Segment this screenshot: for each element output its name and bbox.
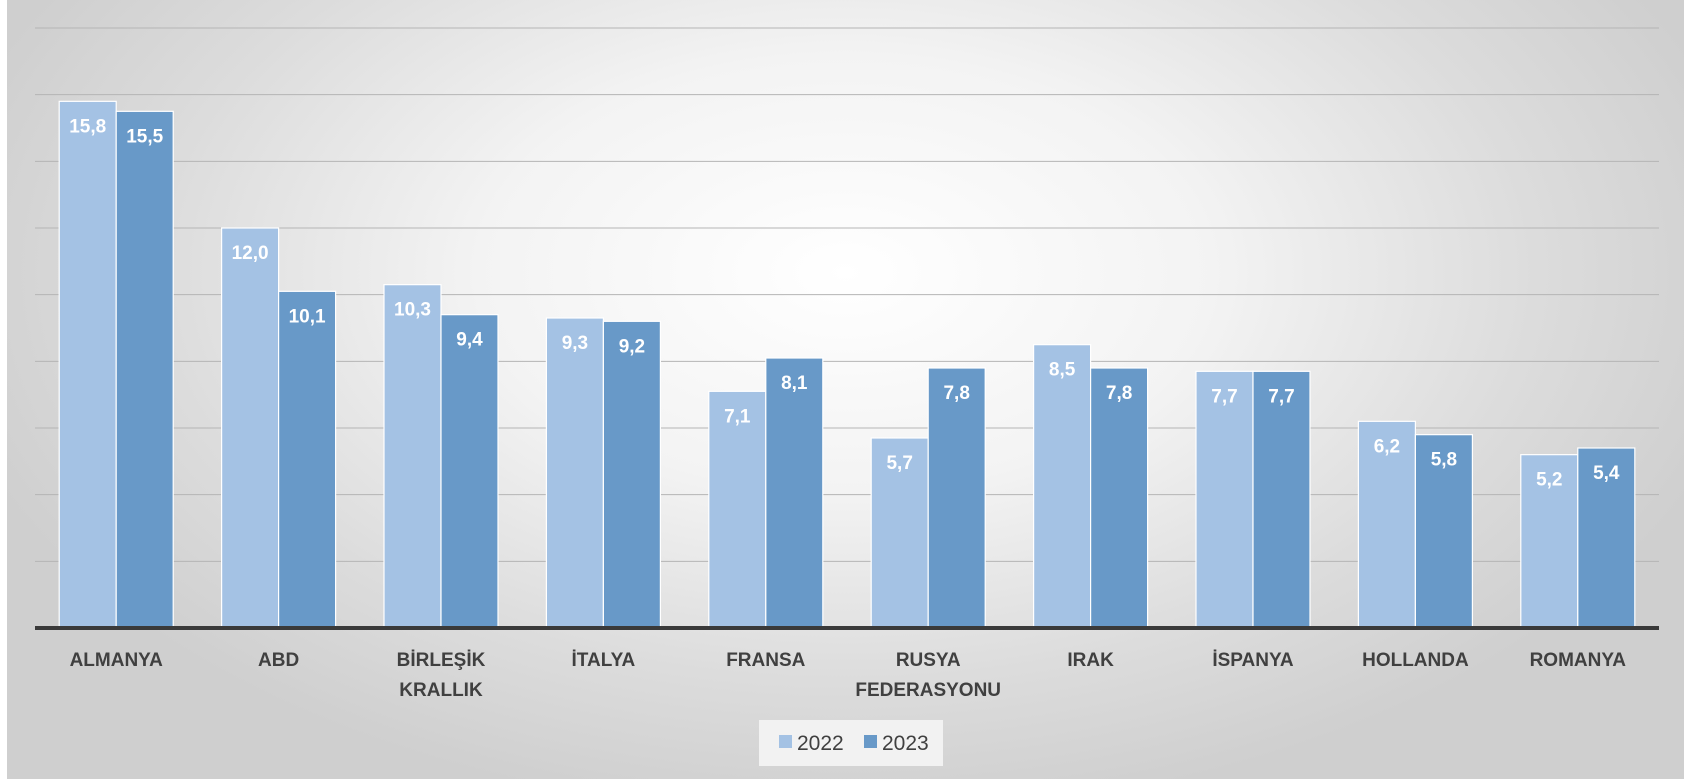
data-label-2023-2: 9,4	[456, 330, 483, 351]
bar-2022-1	[221, 227, 280, 629]
bar-2022-2	[383, 284, 442, 629]
bar-2023-6	[1089, 367, 1149, 629]
data-label-2022-9: 5,2	[1536, 470, 1562, 491]
category-label-6: IRAK	[1067, 650, 1114, 671]
data-label-2022-2: 10,3	[394, 300, 431, 321]
category-label-7: İSPANYA	[1212, 650, 1294, 671]
data-label-2022-0: 15,8	[69, 116, 106, 137]
bar-2023-3	[602, 320, 662, 629]
data-label-2023-8: 5,8	[1431, 450, 1457, 471]
data-label-2022-6: 8,5	[1049, 360, 1076, 381]
data-label-2022-7: 7,7	[1211, 386, 1237, 407]
legend-label-2023: 2023	[882, 732, 929, 755]
category-label-9: ROMANYA	[1530, 650, 1627, 671]
bar-2023-5	[927, 367, 986, 629]
data-label-2022-3: 9,3	[562, 333, 588, 354]
bar-2022-0	[58, 100, 117, 629]
bar-2023-1	[278, 290, 337, 629]
data-label-2023-6: 7,8	[1106, 383, 1132, 404]
data-label-2022-1: 12,0	[232, 243, 269, 264]
category-label-8: HOLLANDA	[1362, 650, 1469, 671]
data-label-2023-9: 5,4	[1593, 463, 1620, 484]
bars	[58, 100, 1636, 629]
bar-2023-7	[1252, 370, 1311, 629]
data-label-2022-4: 7,1	[724, 406, 751, 427]
data-label-2023-3: 9,2	[619, 336, 645, 357]
category-label-4: FRANSA	[726, 650, 805, 671]
category-label-2: BİRLEŞİK	[397, 650, 486, 671]
data-label-2022-5: 5,7	[886, 453, 912, 474]
data-labels: 15,8 15,5 12,0 10,1 10,3 9,4 9,3 9,2 7,1 8,1 5,7 7,…	[69, 116, 1620, 490]
bar-2023-2	[440, 314, 499, 629]
bar-2022-6	[1032, 344, 1092, 629]
bar-2023-9	[1577, 447, 1636, 629]
bar-2022-7	[1195, 370, 1254, 629]
category-label-5: RUSYA	[896, 650, 961, 671]
category-label-5: FEDERASYONU	[855, 680, 1001, 701]
category-labels: ALMANYA ABD BİRLEŞİK KRALLIK İTALYA FRANSA RUS…	[70, 650, 1627, 701]
legend-swatch-2022	[779, 735, 792, 748]
category-label-2: KRALLIK	[399, 680, 483, 701]
data-label-2023-0: 15,5	[126, 126, 163, 147]
data-label-2023-7: 7,7	[1268, 386, 1294, 407]
bar-chart: 15,8 15,5 12,0 10,1 10,3 9,4 9,3 9,2 7,1 8,1 5,7 7,…	[35, 27, 1659, 766]
data-label-2023-5: 7,8	[943, 383, 969, 404]
data-label-2022-8: 6,2	[1374, 436, 1400, 457]
category-label-3: İTALYA	[572, 650, 636, 671]
legend: 2022 2023	[759, 720, 943, 766]
category-label-0: ALMANYA	[70, 650, 164, 671]
chart-area: 15,8 15,5 12,0 10,1 10,3 9,4 9,3 9,2 7,1 8,1 5,7 7,…	[7, 0, 1684, 779]
bar-2023-4	[765, 357, 824, 629]
data-label-2023-1: 10,1	[289, 306, 326, 327]
bar-2022-3	[545, 317, 605, 629]
data-label-2023-4: 8,1	[781, 373, 808, 394]
legend-label-2022: 2022	[797, 732, 844, 755]
category-label-1: ABD	[258, 650, 299, 671]
legend-swatch-2023	[864, 735, 877, 748]
bar-2023-0	[115, 110, 174, 629]
